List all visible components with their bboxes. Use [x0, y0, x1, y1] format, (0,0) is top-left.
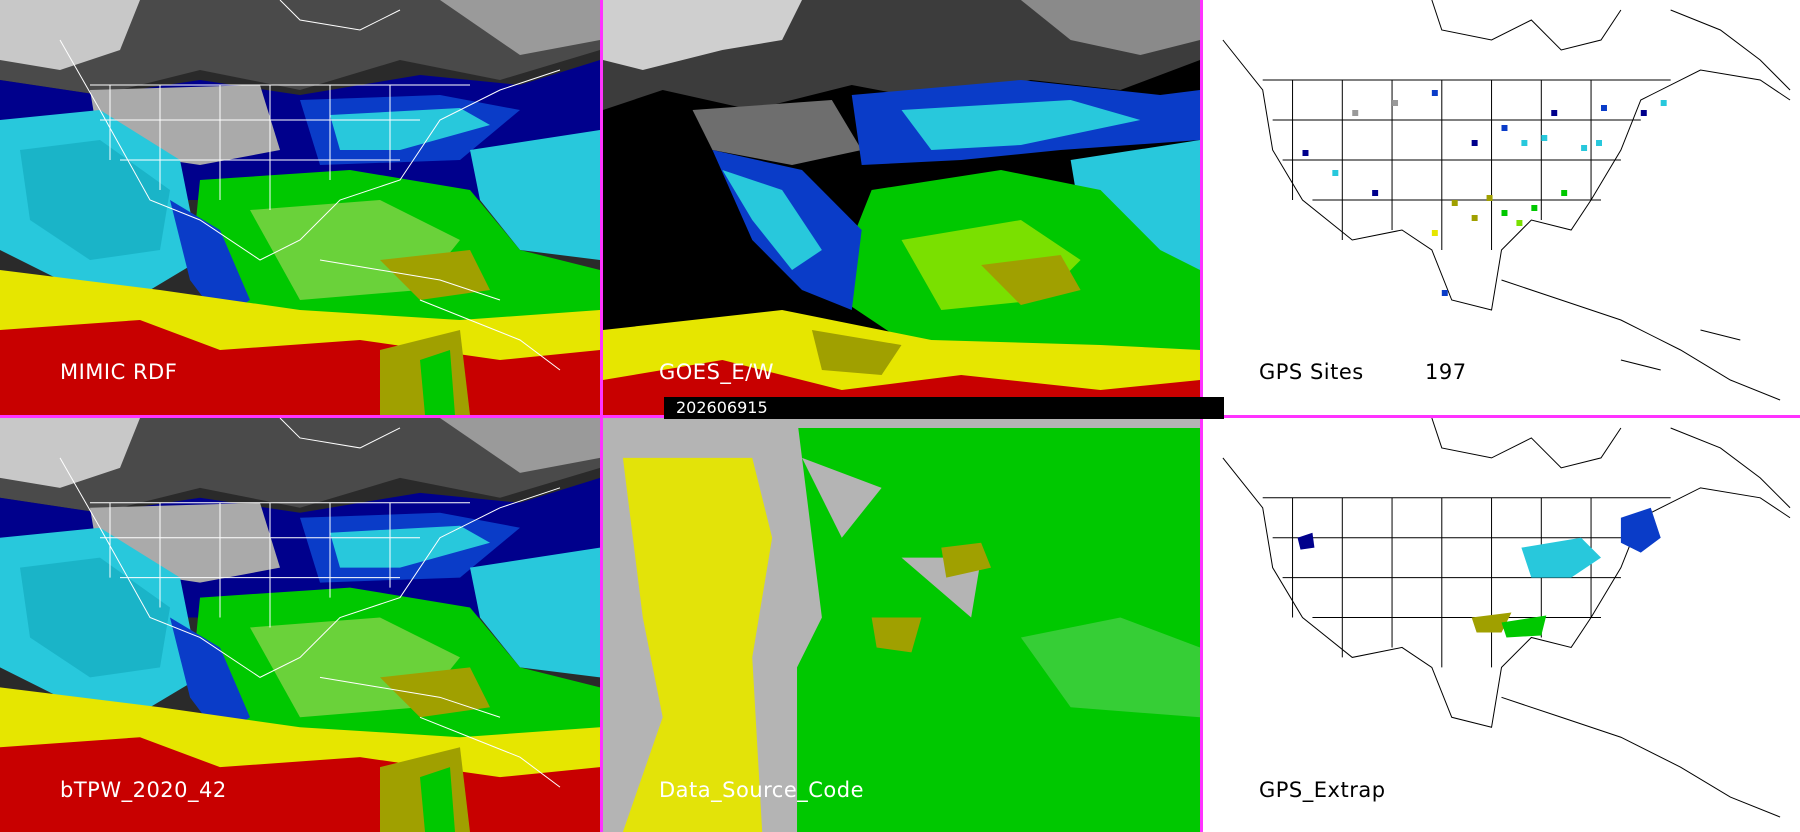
map-panel-btpw: bTPW_2020_42: [0, 418, 600, 832]
timestamp-label: 202606915: [664, 397, 1224, 419]
panel-label-source: Data_Source_Code: [659, 778, 865, 802]
panel-label-mimic: MIMIC RDF: [60, 360, 178, 384]
goes-map: [603, 0, 1200, 415]
data-source-map: [603, 418, 1200, 832]
panel-label-gps-sites: GPS Sites: [1259, 360, 1364, 384]
panel-label-btpw: bTPW_2020_42: [60, 778, 227, 802]
map-panel-source: Data_Source_Code: [603, 418, 1200, 832]
gps-site-count: 197: [1425, 360, 1467, 384]
panel-label-goes: GOES_E/W: [659, 360, 775, 384]
gps-sites-map: [1203, 0, 1800, 415]
map-panel-gps-sites: GPS Sites 197: [1203, 0, 1800, 415]
tpw-map-mimic: [0, 0, 600, 415]
map-panel-mimic: MIMIC RDF: [0, 0, 600, 415]
map-panel-goes: GOES_E/W: [603, 0, 1200, 415]
gps-extrap-map: [1203, 418, 1800, 832]
tpw-map-btpw: [0, 418, 600, 832]
panel-label-gps-extrap: GPS_Extrap: [1259, 778, 1386, 802]
map-panel-gps-extrap: GPS_Extrap: [1203, 418, 1800, 832]
